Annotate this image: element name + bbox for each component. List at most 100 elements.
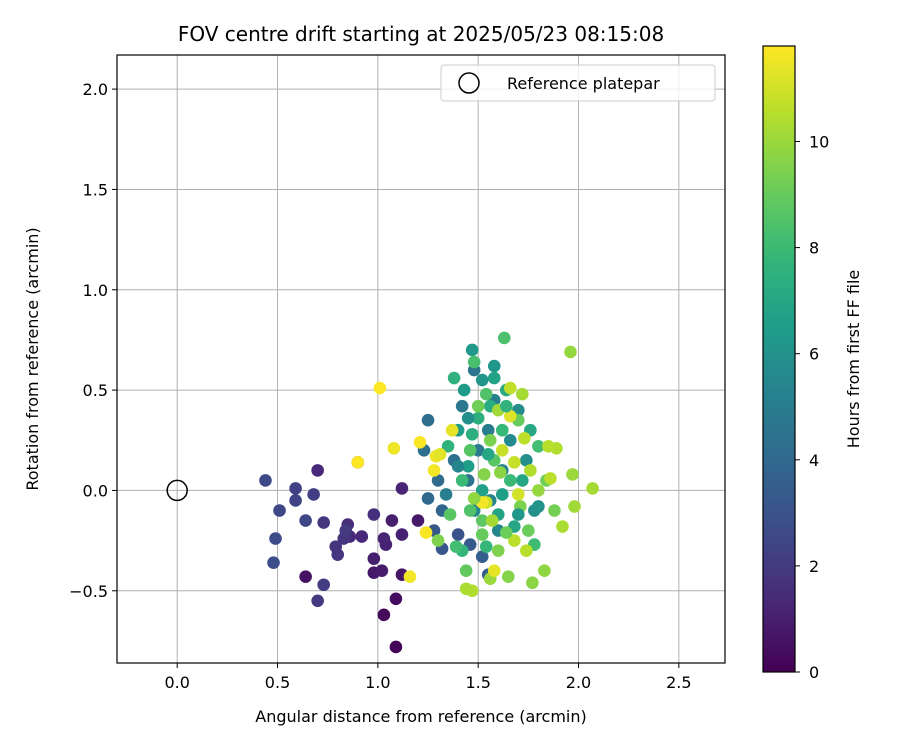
data-point bbox=[351, 456, 365, 469]
data-point bbox=[479, 387, 493, 401]
data-point bbox=[445, 423, 459, 437]
data-point bbox=[508, 534, 521, 547]
data-point bbox=[495, 444, 509, 457]
data-point bbox=[516, 474, 529, 487]
data-point bbox=[267, 556, 280, 569]
data-point bbox=[463, 504, 477, 517]
data-point bbox=[520, 454, 533, 467]
data-point bbox=[421, 413, 435, 427]
data-point bbox=[526, 576, 539, 590]
data-point bbox=[471, 399, 485, 413]
legend-box bbox=[440, 64, 716, 102]
data-point bbox=[459, 582, 473, 596]
plot-frame bbox=[116, 54, 726, 664]
data-point bbox=[317, 578, 330, 592]
data-point bbox=[485, 514, 499, 527]
data-point bbox=[329, 540, 343, 553]
y-tick-label: 2.0 bbox=[83, 80, 108, 99]
data-point bbox=[355, 530, 369, 543]
data-point bbox=[441, 439, 455, 453]
data-point bbox=[463, 444, 477, 457]
data-point bbox=[481, 448, 495, 461]
data-point bbox=[395, 528, 409, 541]
data-point bbox=[548, 504, 561, 517]
data-point bbox=[503, 474, 517, 487]
plot-background bbox=[117, 55, 725, 663]
data-point bbox=[487, 564, 501, 577]
data-point bbox=[475, 514, 489, 527]
data-point bbox=[532, 500, 545, 513]
data-point bbox=[467, 492, 481, 505]
data-point bbox=[522, 524, 535, 537]
data-point bbox=[495, 423, 509, 437]
data-point bbox=[389, 640, 403, 654]
data-point bbox=[556, 520, 569, 533]
data-point bbox=[512, 488, 525, 501]
data-point bbox=[395, 482, 409, 495]
y-tick-label: 0.5 bbox=[83, 381, 108, 400]
data-point bbox=[503, 433, 517, 447]
grid-lines bbox=[117, 55, 725, 663]
data-point bbox=[457, 383, 471, 397]
data-point bbox=[289, 482, 302, 495]
data-point bbox=[431, 534, 445, 547]
y-tick-label: 1.0 bbox=[83, 281, 108, 300]
data-point bbox=[455, 399, 469, 413]
data-point bbox=[431, 474, 445, 487]
data-point bbox=[493, 466, 507, 479]
data-point bbox=[497, 331, 511, 345]
data-point bbox=[467, 355, 481, 369]
data-point bbox=[461, 411, 475, 425]
data-point bbox=[512, 508, 525, 521]
data-point bbox=[481, 423, 495, 437]
data-point bbox=[377, 532, 391, 545]
data-point bbox=[516, 387, 529, 401]
data-point bbox=[542, 439, 555, 453]
colorbar-tick-label: 10 bbox=[809, 132, 829, 151]
data-point bbox=[377, 608, 391, 622]
data-point bbox=[299, 570, 312, 584]
data-point bbox=[483, 433, 497, 447]
data-point bbox=[566, 468, 579, 481]
colorbar-tick-label: 2 bbox=[809, 557, 819, 576]
data-point bbox=[465, 427, 479, 441]
data-point bbox=[495, 488, 509, 501]
data-point bbox=[532, 439, 545, 453]
colorbar-tick-label: 8 bbox=[809, 239, 819, 258]
data-point bbox=[475, 373, 489, 387]
data-point bbox=[385, 514, 399, 527]
data-point bbox=[459, 564, 473, 577]
x-tick-label: 1.5 bbox=[465, 673, 490, 692]
y-axis-label: Rotation from reference (arcmin) bbox=[23, 227, 42, 490]
colorbar-gradient bbox=[762, 45, 796, 673]
data-point bbox=[311, 464, 324, 477]
legend-open-circle-icon bbox=[458, 72, 480, 94]
data-point bbox=[367, 552, 381, 565]
data-point bbox=[501, 570, 515, 584]
colorbar-label: Hours from first FF file bbox=[844, 270, 863, 449]
colorbar-tick-label: 4 bbox=[809, 451, 819, 470]
data-point bbox=[503, 381, 517, 395]
data-point bbox=[461, 460, 475, 473]
data-point bbox=[471, 411, 485, 425]
legend-label: Reference platepar bbox=[507, 74, 660, 93]
colorbar-tick-label: 6 bbox=[809, 345, 819, 364]
data-point bbox=[259, 474, 272, 487]
data-point bbox=[564, 345, 577, 359]
data-points bbox=[259, 331, 599, 654]
data-point bbox=[508, 456, 521, 469]
data-point bbox=[403, 570, 417, 584]
data-point bbox=[447, 371, 461, 385]
colorbar: 0 2 4 6 8 10 Hours from first FF file bbox=[762, 45, 863, 682]
data-point bbox=[518, 431, 531, 445]
data-point bbox=[544, 472, 557, 485]
data-point bbox=[389, 592, 403, 606]
x-axis-label: Angular distance from reference (arcmin) bbox=[255, 707, 586, 726]
data-point bbox=[475, 484, 489, 497]
data-point bbox=[465, 343, 479, 357]
data-point bbox=[475, 528, 489, 541]
data-point bbox=[586, 482, 599, 495]
data-point bbox=[499, 399, 513, 413]
data-point bbox=[487, 371, 501, 385]
chart-title: FOV centre drift starting at 2025/05/23 … bbox=[178, 22, 664, 46]
